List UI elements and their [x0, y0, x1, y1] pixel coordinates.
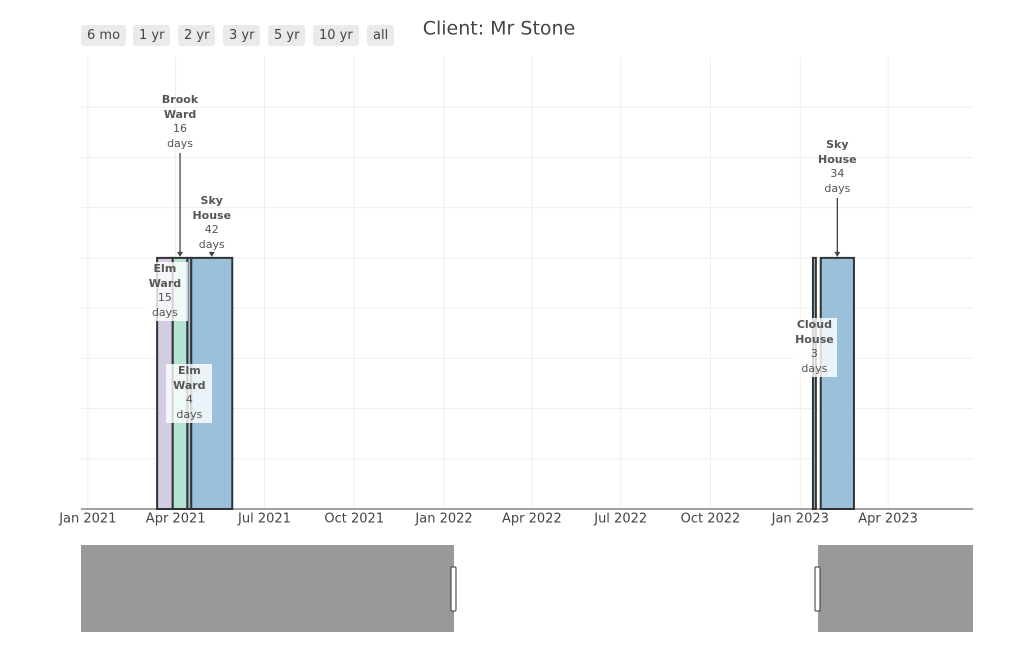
bar [811, 256, 817, 510]
x-tick-label: Jan 2023 [771, 512, 829, 527]
annotation-name: Cloud House [795, 318, 834, 346]
bar-annotation: Sky House 34 days [814, 138, 860, 197]
annotation-unit: days [167, 137, 194, 151]
range-slider-handle[interactable] [450, 566, 457, 612]
range-slider-handle[interactable] [814, 566, 821, 612]
bar-annotation: Cloud House 3 days [791, 318, 838, 377]
annotation-arrowhead [177, 251, 184, 257]
x-tick-label: Jul 2021 [237, 512, 291, 527]
annotation-unit: days [198, 238, 225, 252]
range-button[interactable]: 1 yr [133, 25, 171, 46]
x-tick-label: Jan 2021 [58, 512, 116, 527]
x-tick-label: Apr 2022 [502, 512, 562, 527]
annotation-days: 16 [173, 122, 188, 136]
annotation-name: Sky House [818, 138, 857, 166]
bar-annotation: Brook Ward 16 days [157, 93, 203, 152]
range-button[interactable]: 3 yr [223, 25, 261, 46]
annotation-days: 42 [204, 223, 219, 237]
range-button[interactable]: 10 yr [313, 25, 359, 46]
annotation-name: Elm Ward [173, 364, 206, 392]
x-tick-label: Oct 2022 [681, 512, 741, 527]
x-tick-label: Oct 2021 [324, 512, 384, 527]
annotation-days: 15 [157, 291, 172, 305]
x-tick-label: Jan 2022 [414, 512, 472, 527]
x-tick-label: Apr 2021 [146, 512, 206, 527]
annotation-days: 4 [185, 393, 193, 407]
annotation-name: Elm Ward [148, 262, 182, 290]
bar-annotation: Elm Ward 15 days [141, 262, 188, 321]
annotation-arrowhead [208, 251, 215, 257]
range-button[interactable]: all [367, 25, 395, 46]
annotation-days: 34 [830, 167, 845, 181]
annotation-unit: days [824, 182, 851, 196]
range-button[interactable]: 2 yr [178, 25, 216, 46]
x-tick-label: Jul 2022 [593, 512, 647, 527]
bar-annotation: Elm Ward 4 days [166, 364, 213, 423]
annotation-unit: days [176, 408, 203, 422]
annotation-unit: days [801, 362, 828, 376]
bar-annotation: Sky House 42 days [189, 194, 235, 253]
chart-title: Client: Mr Stone [423, 18, 576, 40]
range-slider-mask [81, 545, 454, 632]
annotation-name: Brook Ward [161, 93, 199, 121]
bar [819, 256, 855, 510]
annotation-arrowhead [834, 251, 841, 257]
annotation-unit: days [151, 306, 178, 320]
range-button[interactable]: 5 yr [268, 25, 306, 46]
annotation-name: Sky House [192, 194, 232, 222]
range-slider-mask [818, 545, 973, 632]
x-tick-label: Apr 2023 [858, 512, 918, 527]
range-button[interactable]: 6 mo [81, 25, 127, 46]
annotation-days: 3 [810, 347, 818, 361]
